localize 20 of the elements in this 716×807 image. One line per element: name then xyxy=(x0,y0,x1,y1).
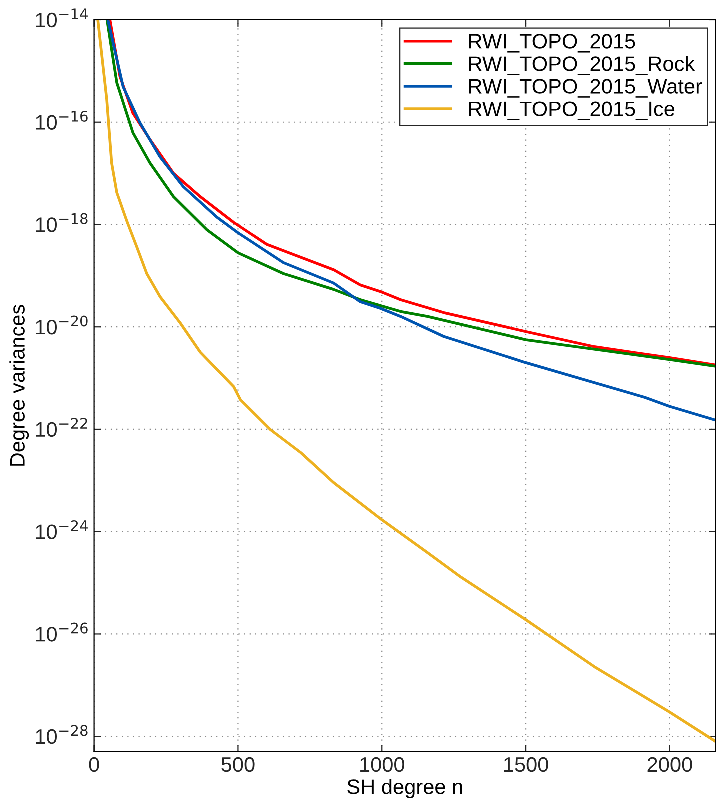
y-tick-label: 10$^{−26}$ xyxy=(36,622,88,642)
x-tick-label: 500 xyxy=(222,757,255,772)
x-tick-label: 0 xyxy=(89,757,100,772)
y-tick-label: 10$^{−22}$ xyxy=(36,418,88,438)
y-tick-label: 10$^{−14}$ xyxy=(36,8,88,28)
y-tick-label: 10$^{−18}$ xyxy=(36,213,88,232)
legend-label: RWI_TOPO_2015_Ice xyxy=(469,102,675,120)
y-tick-label: 10$^{−20}$ xyxy=(36,316,88,335)
x-axis-title: SH degree n xyxy=(348,779,462,798)
y-tick-label: 10$^{−16}$ xyxy=(36,110,88,130)
x-tick-label: 1500 xyxy=(504,757,548,772)
legend-label: RWI_TOPO_2015_Water xyxy=(469,79,702,98)
line-series xyxy=(96,20,716,744)
y-axis-title: Degree variances xyxy=(10,305,30,466)
x-tick-label: 1000 xyxy=(360,757,404,772)
y-tick-label: 10$^{−28}$ xyxy=(36,725,88,744)
legend-label: RWI_TOPO_2015 xyxy=(469,34,636,53)
x-tick-label: 2000 xyxy=(648,757,692,772)
legend-label: RWI_TOPO_2015_Rock xyxy=(469,56,696,76)
y-tick-label: 10$^{−24}$ xyxy=(36,520,88,540)
